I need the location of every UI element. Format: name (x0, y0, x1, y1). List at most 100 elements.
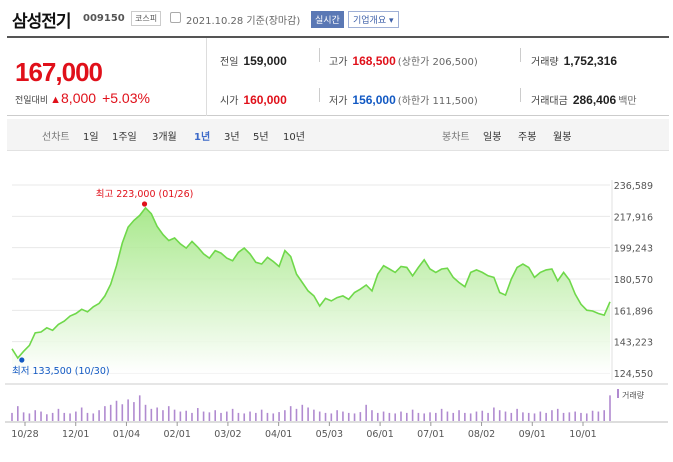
volume-label: 거래량 (531, 57, 559, 68)
volume-bar (98, 410, 100, 421)
volume-bar (527, 412, 530, 421)
stock-code: 009150 (83, 13, 125, 24)
change-percent: +5.03% (102, 90, 150, 106)
low-label: 최저 133,500 (10/30) (12, 366, 110, 377)
volume-bar (551, 410, 553, 421)
tab-3y[interactable]: 3년 (224, 132, 240, 143)
y-tick-label: 180,570 (614, 275, 653, 286)
volume-bar (603, 410, 605, 421)
volume-bar (493, 407, 495, 421)
volume-bar (202, 411, 205, 421)
open-value: 160,000 (243, 93, 287, 107)
volume-bar (243, 413, 246, 421)
volume-bar (156, 407, 158, 421)
volume-bar (237, 412, 240, 421)
volume-bar (568, 412, 571, 421)
tab-10y[interactable]: 10년 (283, 132, 305, 143)
y-tick-label: 199,243 (614, 244, 653, 255)
price-change: 전일대비 ▲8,000 +5.03% (15, 90, 150, 106)
volume-bar (556, 408, 559, 421)
volume-bar (400, 411, 402, 421)
tab-1y[interactable]: 1년 (194, 132, 211, 143)
volume-bar (63, 412, 66, 421)
volume-bar (585, 413, 588, 421)
volume-bar (220, 412, 222, 421)
y-axis-ticks: 236,589 217,916 199,243 180,570 161,896 143,2… (614, 181, 653, 380)
x-tick-label: 08/02 (468, 429, 495, 440)
tab-weekly[interactable]: 주봉 (518, 132, 537, 143)
volume-bar (510, 412, 513, 421)
high-marker (141, 201, 148, 207)
volume-bar (179, 411, 182, 421)
tab-1d[interactable]: 1일 (83, 132, 99, 143)
tab-monthly[interactable]: 월봉 (553, 132, 572, 143)
x-tick-label: 02/01 (163, 429, 190, 440)
volume-bar (388, 412, 391, 421)
trade-amount-value: 286,406 (572, 93, 617, 107)
price-summary: 167,000 전일대비 ▲8,000 +5.03% 전일 159,000 고가 168… (7, 36, 669, 116)
low-price: 저가 156,000 (하한가 111,500) (329, 92, 478, 107)
x-tick-label: 06/01 (366, 429, 393, 440)
volume-bar (295, 408, 298, 421)
volume-bar (127, 399, 129, 421)
trade-amount-unit: 백만 (618, 96, 637, 107)
volume-bar (173, 409, 176, 421)
prev-close-value: 159,000 (243, 54, 287, 68)
high-label: 고가 (329, 57, 348, 68)
volume-bar (266, 412, 269, 421)
low-value: 156,000 (352, 93, 396, 107)
volume-bar (231, 408, 234, 421)
volume-bar (359, 412, 362, 421)
x-tick-label: 04/01 (265, 429, 292, 440)
volume-bar (260, 409, 263, 421)
x-tick-label: 10/01 (569, 429, 596, 440)
company-info-dropdown[interactable]: 기업개요 ▾ (348, 11, 399, 28)
volume-bar (365, 404, 367, 421)
volume-bar (34, 410, 37, 421)
volume-bar (580, 412, 582, 421)
volume-bar (22, 412, 25, 421)
volume-bar (28, 413, 31, 421)
volume-bar (289, 406, 292, 421)
current-price-panel: 167,000 전일대비 ▲8,000 +5.03% (7, 38, 207, 116)
high-value: 168,500 (352, 54, 396, 68)
realtime-button[interactable]: 실시간 (311, 11, 344, 28)
volume-bar (371, 410, 373, 421)
volume-value: 1,752,316 (563, 54, 617, 68)
volume-bar (347, 412, 350, 421)
volume-bar (17, 406, 19, 421)
tab-1w[interactable]: 1주일 (112, 132, 137, 143)
volume-bar (51, 412, 54, 421)
lower-limit: (하한가 111,500) (397, 96, 478, 107)
tab-3m[interactable]: 3개월 (152, 132, 177, 143)
volume-bar (167, 406, 170, 421)
price-area (12, 207, 610, 373)
volume-bar (208, 412, 211, 421)
volume-bar (562, 412, 565, 421)
volume-bar (452, 412, 455, 421)
y-tick-label: 124,550 (614, 369, 653, 380)
volume-bar (498, 410, 501, 421)
tab-5y[interactable]: 5년 (253, 132, 269, 143)
volume-bar (272, 413, 275, 421)
high-price: 고가 168,500 (상한가 206,500) (329, 53, 478, 68)
x-axis-ticks: 10/28 12/01 01/04 02/01 03/02 04/01 05/03 06/01… (11, 422, 597, 440)
volume-bar (330, 413, 333, 421)
volume-bar (539, 411, 542, 421)
tab-daily[interactable]: 일봉 (483, 132, 502, 143)
volume: 거래량 1,752,316 (531, 53, 617, 68)
candle-chart-group-label: 봉차트 (442, 132, 470, 143)
volume-bar (597, 411, 600, 421)
volume-bar (405, 412, 408, 421)
volume-bar (196, 408, 199, 421)
volume-bar (574, 411, 576, 421)
volume-bar (249, 411, 251, 421)
volume-bar (109, 404, 112, 421)
x-tick-label: 09/01 (519, 429, 546, 440)
volume-bar (522, 412, 524, 421)
stock-header: 삼성전기 009150 코스피 2021.10.28 기준(장마감) 실시간 기… (0, 0, 673, 36)
volume-bars: 거래량 (5, 383, 668, 423)
volume-bar (69, 413, 71, 421)
volume-bar (121, 404, 124, 421)
volume-bar (226, 411, 228, 421)
